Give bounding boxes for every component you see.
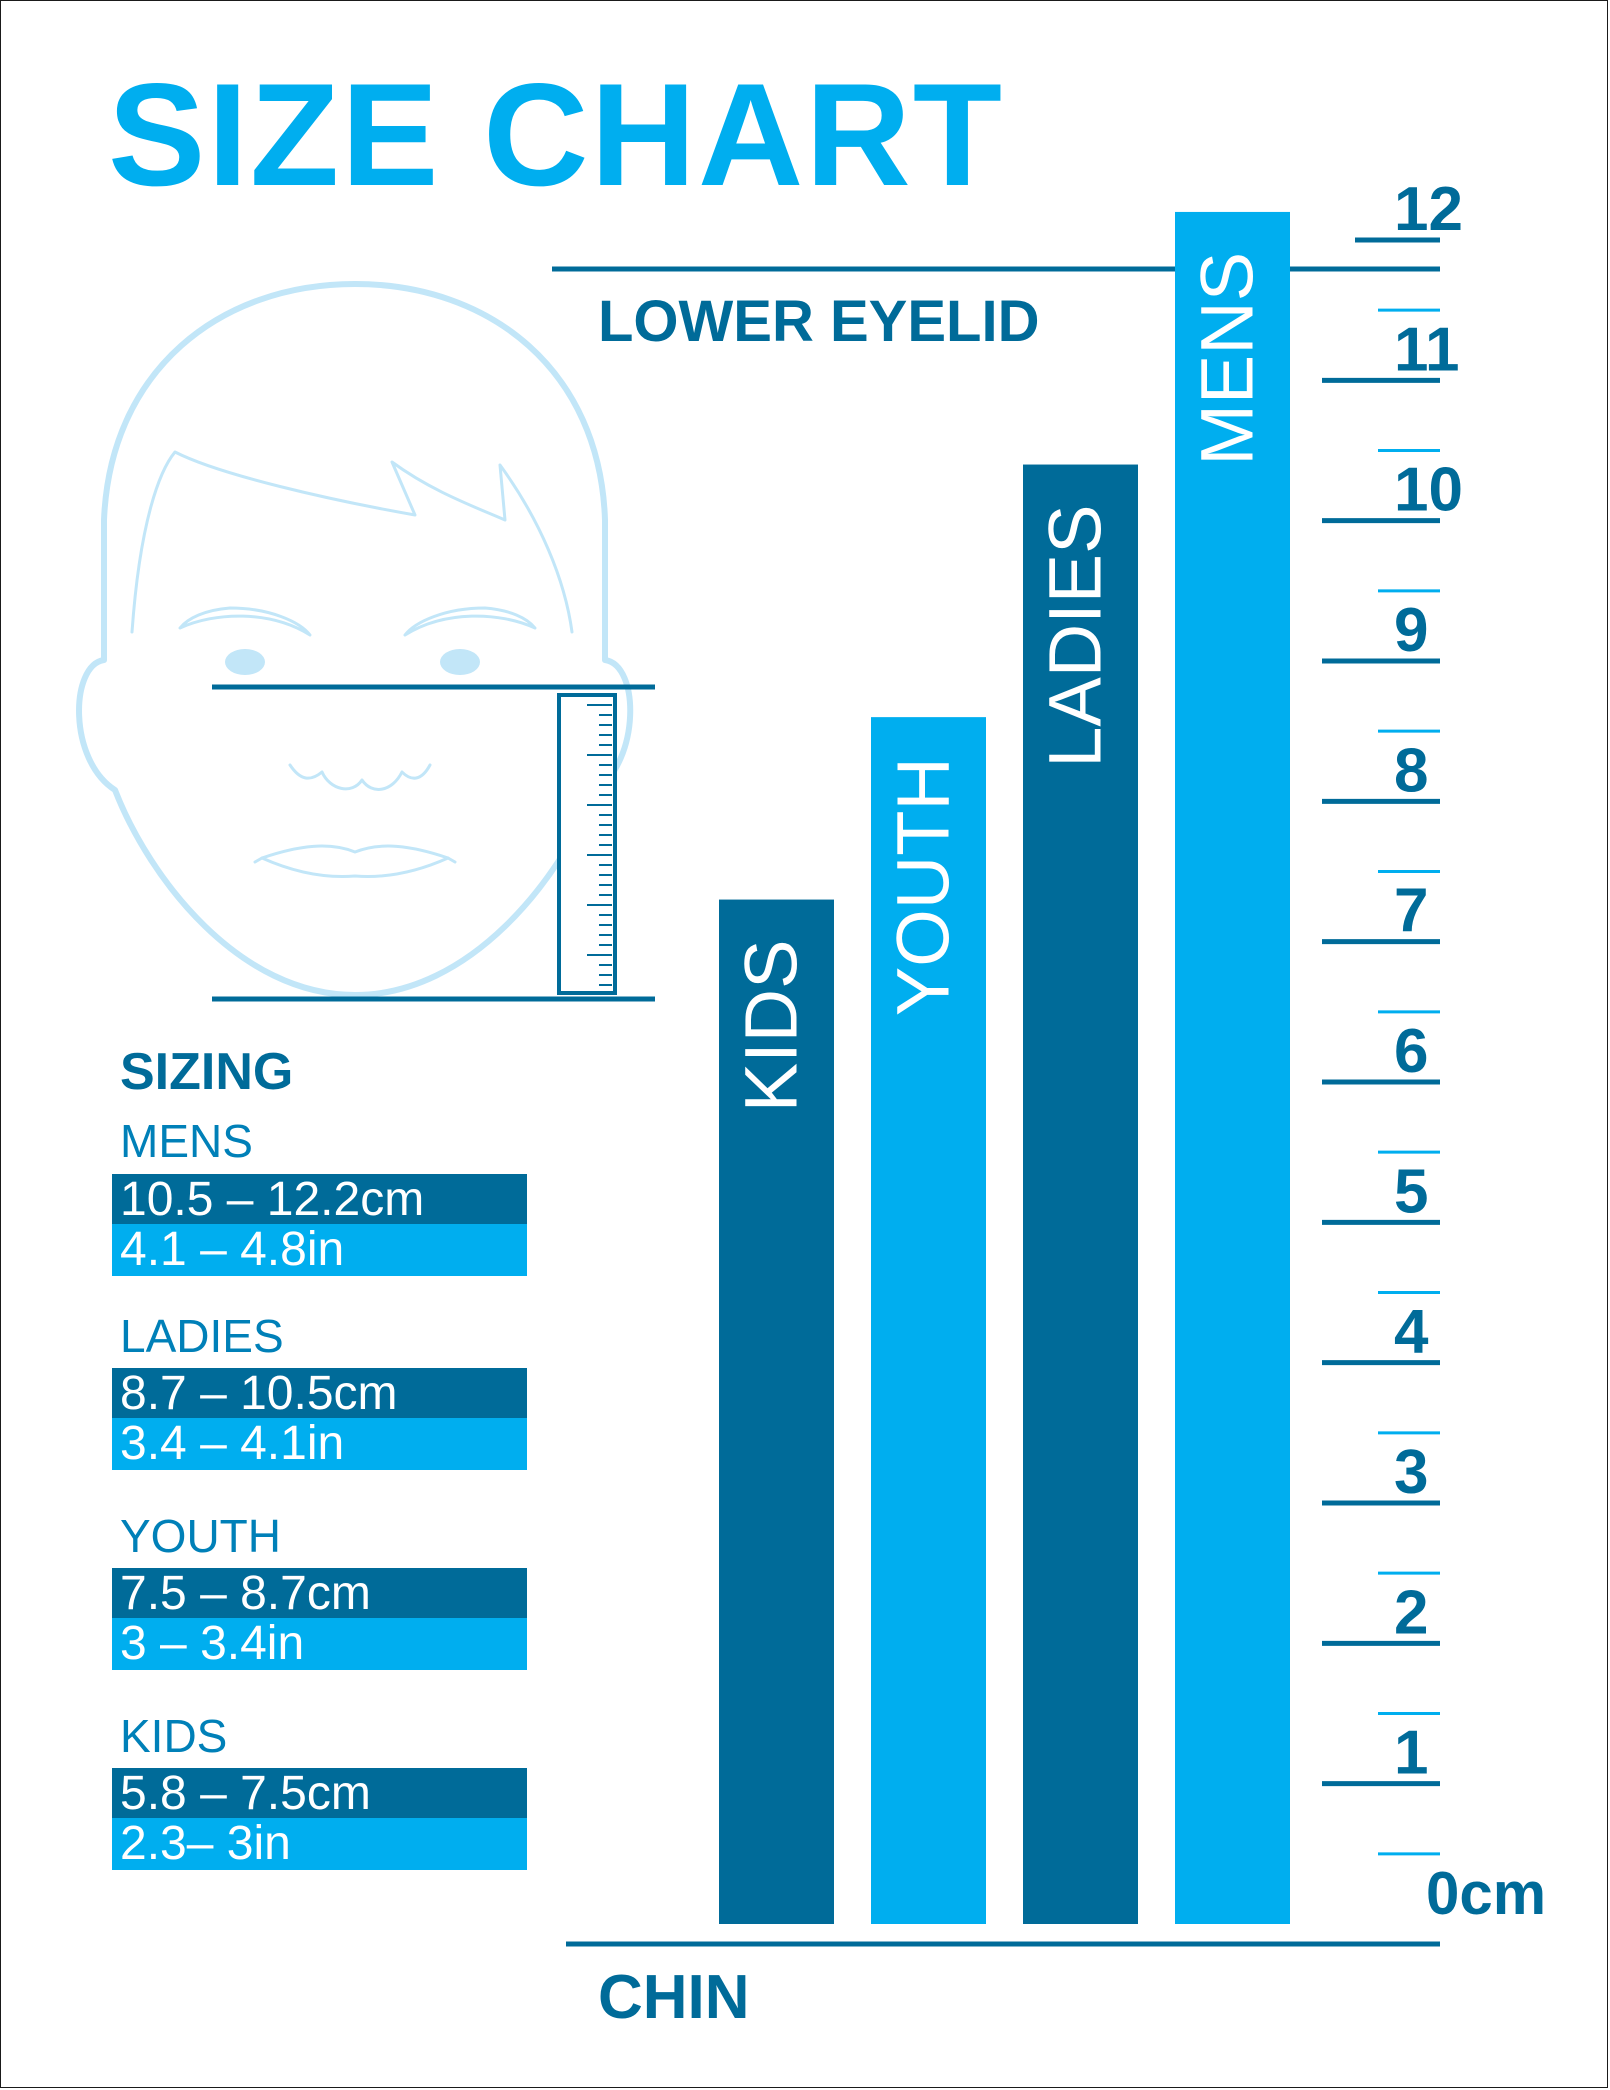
- y-tick-label: 2: [1394, 1578, 1428, 1647]
- y-tick-label: 9: [1394, 596, 1428, 665]
- sizing-range-in: 3 – 3.4in: [112, 1618, 527, 1670]
- y-tick-label: 1: [1394, 1719, 1428, 1788]
- y-tick-label: 12: [1394, 175, 1463, 244]
- sizing-title: SIZING: [120, 1043, 294, 1101]
- y-tick-label: 3: [1394, 1438, 1428, 1507]
- bar-kids: [719, 899, 834, 1924]
- left-eye: [225, 649, 265, 675]
- right-eyebrow: [403, 606, 537, 637]
- sizing-group-label: MENS: [120, 1115, 253, 1167]
- y-tick-label: 7: [1394, 877, 1428, 946]
- left-eyebrow: [178, 606, 312, 637]
- sizing-group-label: KIDS: [120, 1710, 228, 1762]
- lower-eyelid-label: LOWER EYELID: [598, 289, 1040, 354]
- sizing-range-in: 4.1 – 4.8in: [112, 1224, 527, 1276]
- chin-label: CHIN: [598, 1963, 750, 2032]
- sizing-range-cm: 7.5 – 8.7cm: [112, 1568, 527, 1620]
- y-tick-label: 8: [1394, 736, 1428, 805]
- sizing-range-cm: 8.7 – 10.5cm: [112, 1368, 527, 1420]
- bar-label-ladies: LADIES: [1034, 505, 1117, 768]
- nose-line: [288, 763, 432, 791]
- bar-label-mens: MENS: [1186, 252, 1269, 466]
- bar-label-youth: YOUTH: [882, 757, 965, 1016]
- y-tick-label: 6: [1394, 1017, 1428, 1086]
- sizing-range-cm: 5.8 – 7.5cm: [112, 1768, 527, 1820]
- y-tick-label: 4: [1394, 1298, 1429, 1367]
- bar-label-kids: KIDS: [730, 940, 813, 1113]
- head-outline: [76, 281, 634, 998]
- hair-line: [130, 450, 574, 634]
- sizing-group-label: YOUTH: [120, 1510, 281, 1562]
- sizing-range-in: 3.4 – 4.1in: [112, 1418, 527, 1470]
- page-title: SIZE CHART: [108, 53, 1004, 216]
- bar-mens: [1175, 211, 1290, 1924]
- bar-ladies: [1023, 464, 1138, 1924]
- right-eye: [440, 649, 480, 675]
- ruler-icon: [557, 693, 617, 995]
- y-tick-label: 5: [1394, 1157, 1428, 1226]
- sizing-range-in: 2.3– 3in: [112, 1818, 527, 1870]
- sizing-group-label: LADIES: [120, 1310, 284, 1362]
- y-tick-label: 0cm: [1426, 1860, 1546, 1927]
- bar-youth: [871, 717, 986, 1925]
- y-tick-label: 11: [1394, 315, 1460, 384]
- y-tick-label: 10: [1394, 456, 1463, 525]
- sizing-range-cm: 10.5 – 12.2cm: [112, 1174, 527, 1226]
